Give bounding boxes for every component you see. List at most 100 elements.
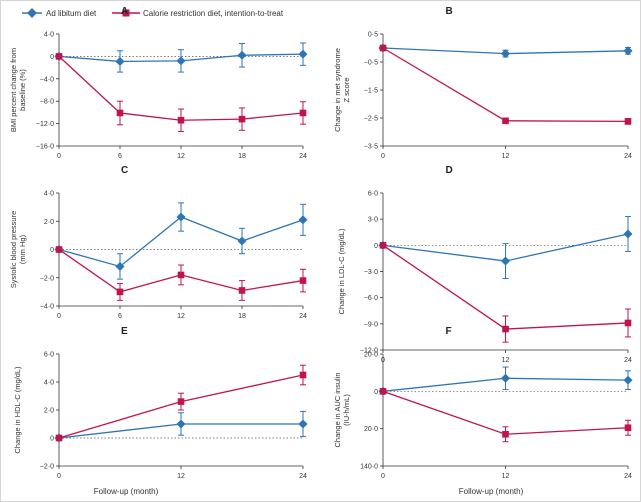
data-point-diamond [176,56,186,66]
data-point-diamond [298,215,308,225]
series-calorie-restriction [55,364,307,442]
panel-label-b: B [446,6,453,17]
x-tick-label: 0 [57,313,61,320]
y-tick-label: 4·0 [44,32,54,39]
data-point-square [299,109,307,117]
series-ad-libitum [378,43,633,59]
y-tick-label: 4·0 [44,380,54,387]
data-point-diamond [237,50,247,60]
series-calorie-restriction [55,53,307,132]
data-point-square [55,246,63,253]
series-ad-libitum [54,202,308,280]
x-tick-label: 18 [238,153,246,160]
x-tick-label: 24 [624,357,632,364]
series-calorie-restriction [379,242,632,343]
legend-ad-libitum-marker [27,8,37,18]
series-calorie-restriction [379,388,632,443]
y-axis-label-line: baseline (%) [18,69,27,111]
data-point-square [177,398,185,405]
y-axis-label: BMI percent change frombaseline (%) [9,48,27,132]
y-tick-label: 3·0 [368,217,378,224]
data-point-diamond [500,373,511,383]
data-point-square [502,325,509,333]
x-tick-label: 0 [57,153,61,160]
y-tick-label: 6·0 [44,352,54,359]
y-tick-label: 0·5 [368,32,378,39]
x-tick-label: 24 [624,153,632,160]
y-axis-label: Change in met syndromeZ score [333,48,351,132]
data-point-square [238,287,246,294]
y-tick-label: 2·0 [44,219,54,226]
x-tick-label: 0 [381,473,385,480]
x-axis-title-left: Follow-up (month) [94,487,159,496]
y-tick-label: −2·5 [364,116,378,123]
data-point-diamond [500,256,511,266]
data-point-diamond [298,419,308,429]
y-axis-label-line: Change in LDL-C (mg/dL) [337,228,346,314]
y-tick-label: −0·5 [364,60,378,67]
data-point-square [116,109,124,117]
y-tick-label: −3·5 [364,144,378,151]
x-tick-label: 24 [299,473,307,480]
y-tick-label: −4·0 [40,76,54,83]
x-tick-label: 24 [299,153,307,160]
legend-calorie-restriction-marker [122,9,130,17]
series-ad-libitum [378,216,633,279]
series-line [382,47,629,123]
panel-label-c: C [121,165,128,176]
data-point-diamond [176,419,186,429]
data-point-square [299,371,307,379]
y-axis-label: Change in LDL-C (mg/dL) [337,228,346,314]
y-tick-label: 0 [374,389,378,396]
data-point-diamond [500,49,511,59]
data-point-diamond [623,375,633,385]
x-tick-label: 6 [118,313,122,320]
data-point-diamond [115,56,125,66]
data-point-square [624,319,632,327]
y-tick-label: 20·0 [364,352,378,359]
y-tick-label: −4·0 [40,304,54,311]
y-axis-label-line: Change in met syndrome [333,48,342,132]
panel-label-a: A [121,6,128,17]
y-axis-label: Change in AUC insulin(IU-h/mL) [333,372,351,447]
y-axis-label-line: Change in HDL-C (mg/dL) [13,366,22,454]
y-axis-label-line: Change in AUC insulin [333,372,342,447]
data-point-square [379,44,387,52]
legend: Ad libitum diet Calorie restriction diet… [22,8,284,18]
x-tick-label: 12 [502,153,510,160]
y-tick-label: 4·0 [44,191,54,198]
y-axis-label: Systolic blood pressure(mm Hg) [9,211,27,289]
data-point-diamond [237,236,247,246]
data-point-square [299,277,307,284]
legend-ad-libitum-label: Ad libitum diet [46,9,97,18]
data-point-square [238,115,246,123]
y-axis-label-line: BMI percent change from [9,48,18,132]
data-point-square [177,116,185,124]
data-point-square [624,424,632,432]
data-point-square [379,388,387,395]
y-tick-label: 0 [50,247,54,254]
y-tick-label: −1·5 [364,88,378,95]
y-tick-label: −6·0 [364,295,378,302]
y-tick-label: 0 [50,436,54,443]
data-point-diamond [623,46,633,56]
x-tick-label: 6 [118,153,122,160]
y-tick-label: −12·0 [360,348,378,355]
y-tick-label: 0 [374,243,378,250]
y-tick-label: −8·0 [40,99,54,106]
x-axis-title-right: Follow-up (month) [459,487,524,496]
data-point-square [624,118,632,125]
y-axis-label-line: (IU-h/mL) [342,394,351,426]
y-axis-label-line: Z score [342,77,351,102]
data-point-square [177,271,185,279]
panel-b: B 0·5 −0·5 −1·5 −2·5 −3·50 12 24 Change in met s… [333,6,633,160]
series-calorie-restriction [55,246,307,301]
x-tick-label: 12 [177,313,185,320]
y-axis-label-line: (mm Hg) [18,234,27,264]
